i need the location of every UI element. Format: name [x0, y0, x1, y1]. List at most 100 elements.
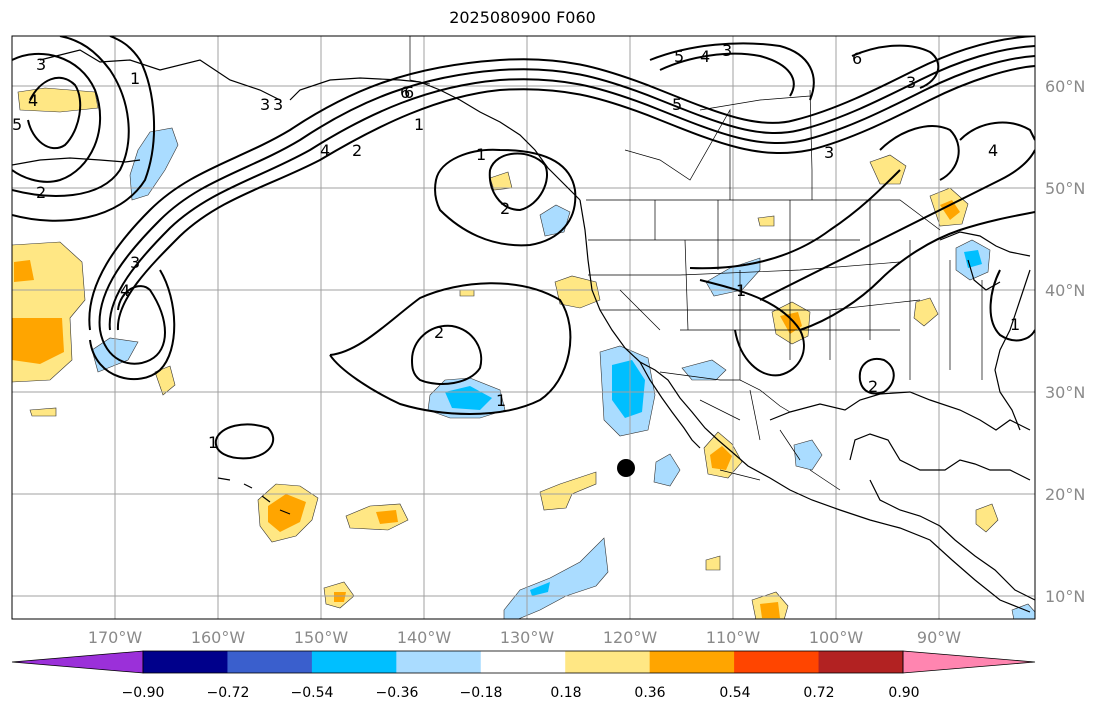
lon-tick-label: 110°W: [706, 628, 761, 647]
contour-label: 5: [12, 115, 22, 134]
map-frame: [11, 35, 1036, 620]
contour-label: 6: [852, 49, 862, 68]
positive-anomaly-patch: [975, 503, 999, 533]
lat-tick-label: 10°N: [1045, 587, 1085, 606]
contour-label-group: 3 4 5 2 1 6 4 3 1 3 2 4 3 2 1 2 1 6 5 3 …: [12, 41, 1020, 452]
positive-anomaly-patch: [489, 171, 513, 191]
lon-tick-label: 140°W: [397, 628, 452, 647]
contour-label: 3: [273, 95, 283, 114]
colorbar-tick-label: 0.54: [719, 685, 750, 701]
alaska-coastline: [289, 77, 581, 201]
contour-label: 3: [130, 253, 140, 272]
political-borders: [409, 36, 983, 491]
positive-anomaly-patch: [29, 407, 57, 417]
contour-line: [27, 76, 82, 150]
lon-tick-label: 130°W: [500, 628, 555, 647]
contour-label: 3: [260, 95, 270, 114]
colorbar-segment: [649, 651, 735, 673]
colorbar-segment: [734, 651, 820, 673]
contour-label: 1: [736, 281, 746, 300]
contour-line: [12, 36, 156, 222]
positive-anomaly-patch: [554, 275, 601, 309]
contour-line: [116, 65, 1035, 331]
positive-anomaly-core: [710, 446, 732, 470]
contour-label: 5: [672, 95, 682, 114]
contour-line: [879, 125, 960, 181]
contour-line: [649, 42, 815, 101]
contour-lines: [12, 36, 1035, 460]
lon-tick-label: 90°W: [917, 628, 961, 647]
alaska-canada-border: [409, 36, 431, 85]
lat-tick-label: 30°N: [1045, 383, 1085, 402]
colorbar-segment: [227, 651, 313, 673]
contour-line: [851, 44, 940, 89]
east-coast: [994, 269, 1031, 431]
contour-label: 2: [352, 141, 362, 160]
contour-label: 6: [400, 83, 410, 102]
contour-line: [108, 55, 1035, 331]
negative-anomaly-patch: [503, 537, 609, 619]
contour-label: 3: [36, 55, 46, 74]
lon-tick-label: 100°W: [809, 628, 864, 647]
latitude-axis: 60°N 50°N 40°N 30°N 20°N 10°N: [1045, 77, 1085, 606]
contour-label: 1: [1010, 315, 1020, 334]
contour-line: [989, 269, 1035, 342]
colorbar-tick-label: −0.18: [460, 685, 503, 701]
siberia-coastline: [12, 49, 281, 166]
contour-label: 2: [36, 183, 46, 202]
positive-anomaly-patch: [459, 289, 475, 297]
contour-line: [214, 423, 275, 460]
colorbar-segment: [480, 651, 566, 673]
colorbar-tick-label: −0.90: [122, 685, 165, 701]
colorbar: −0.90 −0.72 −0.54 −0.36 −0.18 0.18 0.36 …: [11, 650, 1036, 701]
contour-line: [99, 285, 166, 365]
positive-anomaly-core: [940, 200, 960, 220]
lat-tick-label: 40°N: [1045, 281, 1085, 300]
positive-anomaly-core: [780, 312, 802, 334]
contour-label: 1: [130, 69, 140, 88]
contour-line: [88, 36, 1035, 331]
contour-line: [89, 269, 176, 381]
contour-label: 2: [868, 377, 878, 396]
colorbar-tick-label: 0.18: [550, 685, 581, 701]
contour-label: 3: [906, 73, 916, 92]
negative-anomaly-patch: [653, 453, 681, 487]
positive-anomaly-patch: [913, 297, 939, 327]
colorbar-extension-min: [11, 650, 144, 674]
contour-label: 6: [404, 83, 414, 102]
longitude-axis: 170°W 160°W 150°W 140°W 130°W 120°W 110°…: [88, 628, 961, 647]
colorbar-tick-label: −0.54: [291, 685, 334, 701]
lat-tick-label: 20°N: [1045, 485, 1085, 504]
contour-label: 4: [320, 141, 330, 160]
positive-anomaly-core: [334, 592, 346, 602]
hawaii-islands: [217, 477, 291, 515]
lat-tick-label: 50°N: [1045, 179, 1085, 198]
baja-california: [639, 361, 701, 449]
contour-line: [12, 36, 130, 197]
colorbar-segments: [11, 650, 1036, 674]
contour-line: [699, 279, 805, 377]
central-america-coast: [869, 479, 1035, 601]
canada-us-border: [586, 199, 941, 231]
colorbar-tick-label: 0.72: [803, 685, 834, 701]
negative-anomaly-core: [530, 582, 550, 596]
lon-tick-label: 170°W: [88, 628, 143, 647]
lon-tick-label: 160°W: [191, 628, 246, 647]
positive-anomaly-core: [12, 318, 64, 364]
contour-label: 2: [500, 199, 510, 218]
colorbar-segment: [396, 651, 482, 673]
contour-label: 1: [476, 145, 486, 164]
colorbar-tick-label: −0.36: [376, 685, 419, 701]
contour-label: 1: [414, 115, 424, 134]
contour-line: [329, 282, 572, 415]
positive-anomaly-patch: [154, 365, 176, 396]
positive-anomaly-core: [376, 510, 398, 524]
contour-label: 4: [28, 91, 38, 110]
contour-line: [659, 52, 795, 97]
contour-line: [411, 324, 483, 385]
contour-label: 3: [824, 143, 834, 162]
negative-anomaly-core: [612, 360, 645, 418]
contour-line: [759, 149, 1035, 301]
contour-label: 4: [120, 281, 130, 300]
